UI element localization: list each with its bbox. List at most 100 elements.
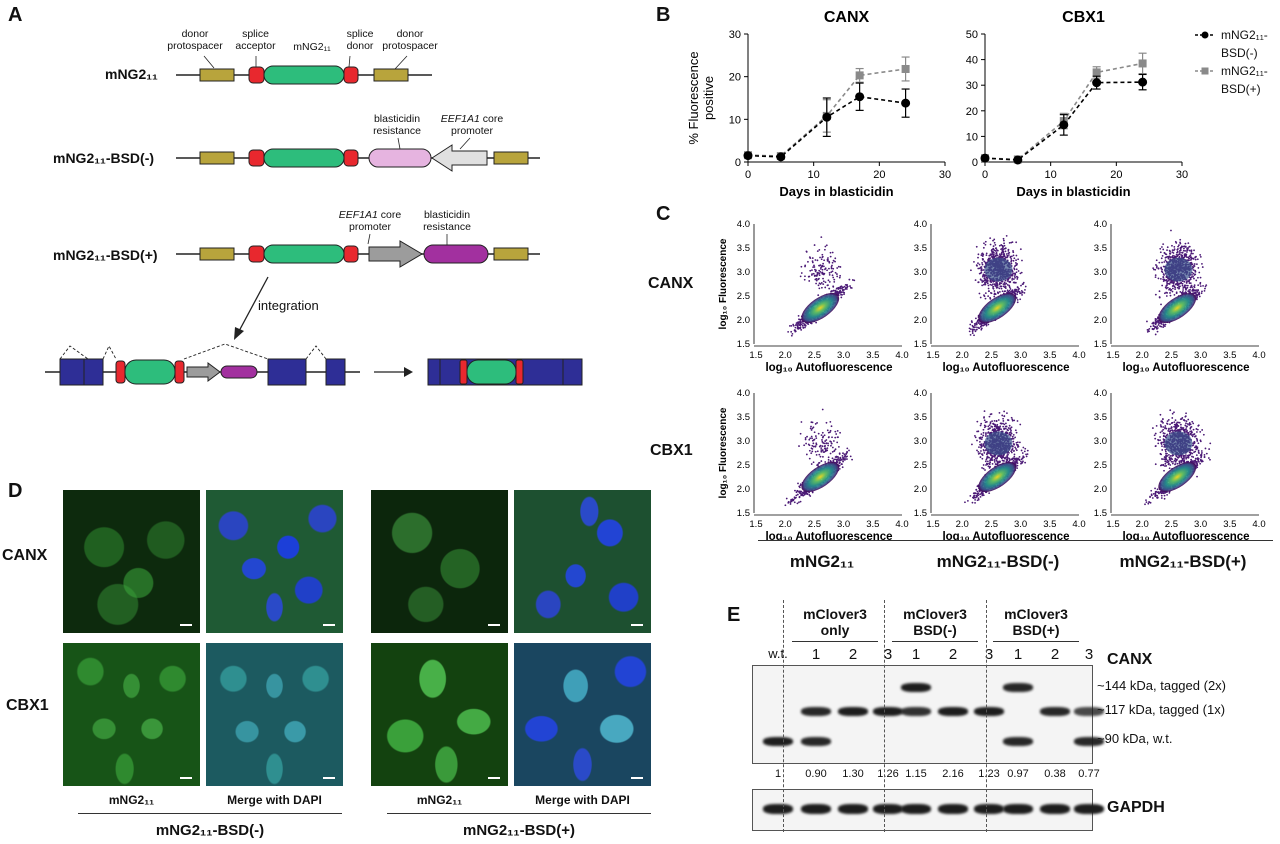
construct-bsd-minus xyxy=(176,144,540,172)
x-tick-label: 3.5 xyxy=(866,519,879,530)
scale-bar xyxy=(631,624,643,626)
quant-value: 2.16 xyxy=(942,768,964,780)
panel-d-col-label-2: Merge with DAPI xyxy=(227,793,322,807)
genomic-locus xyxy=(45,343,583,386)
y-tick-label: 30 xyxy=(966,80,978,92)
x-tick-label: 2.5 xyxy=(985,350,998,361)
y-tick-label: 3.5 xyxy=(737,243,750,254)
x-tick-label: 4.0 xyxy=(895,519,908,530)
micro-cbx1-bsd-minus-mng xyxy=(63,643,200,786)
x-tick-label: 0 xyxy=(982,169,988,181)
x-tick-label: 4.0 xyxy=(895,350,908,361)
lane-label: w.t. xyxy=(768,646,788,661)
density-core xyxy=(1158,292,1197,324)
scale-bar xyxy=(323,624,335,626)
x-tick-label: 3.0 xyxy=(1014,519,1027,530)
y-tick-label: 2.5 xyxy=(914,291,927,302)
x-tick-label: 20 xyxy=(1110,169,1122,181)
data-point xyxy=(743,151,753,161)
panel-c-scatter-grid: 1.5 2.0 2.5 3.0 3.5 4.0 4.0 3.5 3.0 2.5 2.0 1.5 log₁… xyxy=(718,219,1266,540)
data-point xyxy=(855,71,864,80)
panel-d-group-label-1: mNG2₁₁-BSD(-) xyxy=(155,822,265,839)
scatter-points xyxy=(787,236,856,337)
scale-bar xyxy=(323,777,335,779)
x-tick-label: 1.5 xyxy=(749,350,762,361)
blot-group-1-line1: mClover3 xyxy=(803,606,867,622)
scale-bar xyxy=(488,624,500,626)
y-tick-label: 10 xyxy=(966,131,978,143)
micro-cbx1-bsd-plus-merge xyxy=(514,643,651,786)
panel-c-column-rule xyxy=(758,540,1273,541)
y-tick-label: 0 xyxy=(735,157,741,169)
y-tick-label: 1.5 xyxy=(914,508,927,519)
panel-b-label: B xyxy=(656,4,671,26)
x-tick-label: 3.0 xyxy=(1014,350,1027,361)
x-tick-label: 2.0 xyxy=(956,519,969,530)
density-upper xyxy=(984,257,1013,282)
y-tick-label: 4.0 xyxy=(1094,388,1107,399)
data-point xyxy=(1059,120,1069,130)
legend-label-bsd-minus: mNG2₁₁-BSD(-) xyxy=(1221,28,1268,60)
micro-canx-bsd-plus-merge xyxy=(514,490,651,633)
scale-bar xyxy=(488,777,500,779)
x-tick-label: 4.0 xyxy=(1252,519,1265,530)
density-upper xyxy=(984,431,1013,456)
panel-a-label: A xyxy=(8,4,23,26)
x-tick-label: 20 xyxy=(873,169,885,181)
density-core xyxy=(1158,461,1197,493)
y-axis-title-line1: % Fluorescence xyxy=(686,51,701,144)
lane-label: 3 xyxy=(883,646,893,663)
lane-label: 1 xyxy=(1013,646,1023,663)
scatter-points xyxy=(968,234,1027,337)
quant-value: 0.38 xyxy=(1044,768,1066,780)
data-point xyxy=(901,64,910,73)
y-tick-label: 4.0 xyxy=(1094,219,1107,230)
label-donor-protospacer-right: donor protospacer xyxy=(382,28,438,52)
y-tick-label: 3.5 xyxy=(914,412,927,423)
panel-d-rule-1 xyxy=(78,813,342,814)
micro-canx-bsd-minus-mng xyxy=(63,490,200,633)
density-core xyxy=(978,461,1017,493)
y-tick-label: 2.5 xyxy=(737,460,750,471)
label-promoter-plus: EEF1A1 core promoter xyxy=(330,209,410,233)
blot-group-2-line1: mClover3 xyxy=(903,606,967,622)
y-tick-label: 2.0 xyxy=(1094,484,1107,495)
blot-group-rule-1 xyxy=(792,641,878,642)
y-tick-label: 4.0 xyxy=(914,388,927,399)
x-tick-label: 30 xyxy=(1176,169,1188,181)
y-tick-label: 3.5 xyxy=(914,243,927,254)
quant-value: 0.97 xyxy=(1007,768,1029,780)
quant-value: 0.77 xyxy=(1078,768,1100,780)
y-tick-label: 30 xyxy=(729,29,741,41)
scale-bar xyxy=(180,777,192,779)
blot-gapdh xyxy=(752,789,1093,831)
y-tick-label: 1.5 xyxy=(737,339,750,350)
quant-value: 0.90 xyxy=(805,768,827,780)
label-splice-donor: splice donor xyxy=(346,28,374,52)
y-tick-label: 3.0 xyxy=(1094,267,1107,278)
panel-c-col-label-2: mNG2₁₁-BSD(-) xyxy=(936,552,1060,571)
y-tick-label: 3.5 xyxy=(1094,412,1107,423)
data-point xyxy=(1092,78,1102,88)
promoter-gene-minus: EEF1A1 xyxy=(440,113,480,125)
x-tick-label: 2.0 xyxy=(956,350,969,361)
x-axis-title: log₁₀ Autofluorescence xyxy=(765,531,892,540)
blot-group-3-line2: BSD(+) xyxy=(1012,622,1060,638)
y-axis-title: log₁₀ Fluorescence xyxy=(718,407,729,498)
series-line xyxy=(984,62,1143,161)
construct-diagram xyxy=(45,55,583,386)
y-tick-label: 1.5 xyxy=(1094,508,1107,519)
promoter-core-plus: core promoter xyxy=(348,209,402,233)
y-tick-label: 4.0 xyxy=(737,388,750,399)
construct-bsd-plus xyxy=(176,240,540,268)
density-core xyxy=(978,292,1017,324)
y-tick-label: 2.0 xyxy=(737,484,750,495)
x-tick-label: 2.5 xyxy=(1165,519,1178,530)
blot-group-2-line2: BSD(-) xyxy=(913,622,957,638)
x-axis-title: log₁₀ Autofluorescence xyxy=(1122,362,1249,374)
panel-d-row-label-canx: CANX xyxy=(2,547,48,564)
y-tick-label: 2.5 xyxy=(737,291,750,302)
scatter-points xyxy=(784,408,853,507)
x-tick-label: 3.5 xyxy=(1043,350,1056,361)
density-core xyxy=(801,461,840,493)
